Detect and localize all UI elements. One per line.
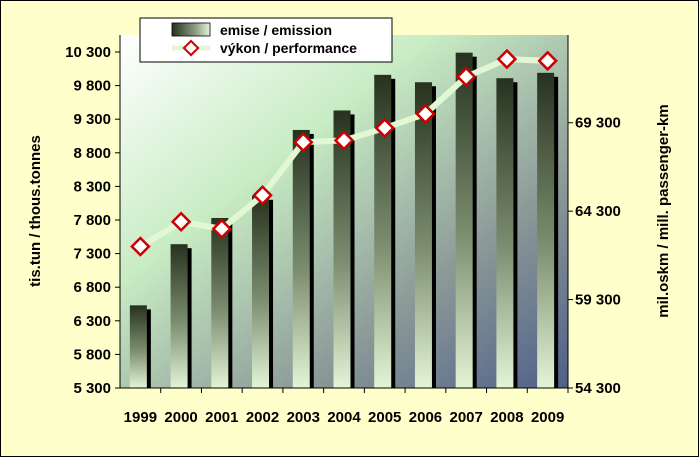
right-tick-label: 59 300 bbox=[575, 292, 621, 309]
left-tick-label: 10 300 bbox=[65, 44, 111, 61]
x-tick-label: 2009 bbox=[531, 409, 564, 426]
legend-swatch-bar bbox=[171, 22, 211, 37]
x-tick-label: 2002 bbox=[246, 409, 279, 426]
right-tick-label: 64 300 bbox=[575, 203, 621, 220]
line-marker bbox=[496, 48, 518, 70]
left-tick-label: 6 300 bbox=[73, 313, 111, 330]
bar bbox=[333, 110, 351, 389]
line-marker bbox=[130, 236, 151, 257]
right-axis: 54 300 59 300 64 300 69 300 bbox=[567, 35, 621, 397]
bar bbox=[252, 195, 270, 388]
bar bbox=[211, 217, 229, 388]
bar bbox=[374, 74, 392, 389]
left-tick-label: 7 800 bbox=[73, 212, 111, 229]
line-series-performance bbox=[130, 48, 558, 257]
left-tick-label: 6 800 bbox=[73, 279, 111, 296]
line-marker bbox=[170, 211, 192, 233]
x-tick-label: 2004 bbox=[327, 409, 361, 426]
left-tick-label: 9 800 bbox=[73, 78, 111, 95]
bar bbox=[292, 129, 310, 388]
x-tick-label: 2008 bbox=[490, 409, 523, 426]
x-tick-label: 1999 bbox=[124, 409, 157, 426]
bar-series-emission bbox=[129, 52, 559, 389]
right-tick-label: 69 300 bbox=[575, 115, 621, 132]
line-marker bbox=[211, 218, 233, 240]
legend-label-performance: výkon / performance bbox=[220, 40, 357, 56]
bar bbox=[496, 78, 514, 388]
left-tick-label: 8 800 bbox=[73, 145, 111, 162]
x-tick-label: 2005 bbox=[368, 409, 401, 426]
legend: emise / emission výkon / performance bbox=[139, 17, 393, 63]
line-marker bbox=[415, 103, 436, 125]
x-axis: 1999 2000 2001 2002 2003 2004 2005 2006 2007 2008… bbox=[120, 387, 569, 426]
left-axis-title: tis.tun / thous.tonnes bbox=[27, 135, 44, 287]
line-marker bbox=[293, 131, 314, 153]
line-marker bbox=[537, 50, 558, 72]
x-tick-label: 2006 bbox=[409, 409, 442, 426]
right-axis-title: mil.oskm / mill. passenger-km bbox=[655, 104, 672, 317]
bar bbox=[455, 52, 473, 389]
bar bbox=[170, 244, 188, 388]
left-axis: 5 300 5 800 6 300 6 800 7 300 7 800 8 300 8 800… bbox=[65, 35, 121, 397]
x-tick-label: 2007 bbox=[449, 409, 482, 426]
left-tick-label: 5 800 bbox=[73, 346, 111, 363]
legend-swatch-marker bbox=[182, 39, 200, 57]
x-tick-label: 2001 bbox=[205, 409, 238, 426]
x-tick-label: 2000 bbox=[164, 409, 197, 426]
line-marker bbox=[374, 117, 395, 139]
bar bbox=[537, 72, 555, 388]
left-tick-label: 9 300 bbox=[73, 111, 111, 128]
line-marker bbox=[252, 184, 273, 206]
right-tick-label: 54 300 bbox=[575, 380, 621, 397]
line-marker bbox=[455, 66, 477, 88]
x-tick-label: 2003 bbox=[287, 409, 320, 426]
bar bbox=[414, 82, 432, 389]
left-tick-label: 7 300 bbox=[73, 246, 111, 263]
left-tick-label: 8 300 bbox=[73, 178, 111, 195]
left-tick-label: 5 300 bbox=[73, 380, 111, 397]
line-marker bbox=[333, 130, 355, 151]
legend-label-emission: emise / emission bbox=[220, 22, 332, 38]
bar bbox=[129, 305, 147, 388]
